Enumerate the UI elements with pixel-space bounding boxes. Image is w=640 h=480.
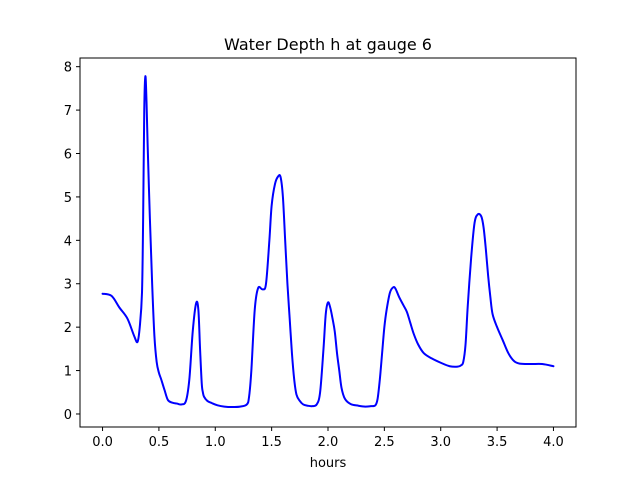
chart-title: Water Depth h at gauge 6 <box>224 35 432 54</box>
y-tick-label: 7 <box>64 104 72 119</box>
plot-area <box>101 75 555 409</box>
x-tick-label: 3.0 <box>430 435 451 450</box>
x-tick-label: 0.0 <box>92 435 113 450</box>
x-tick-label: 0.5 <box>149 435 170 450</box>
y-axis: 0 1 2 3 4 5 6 7 8 <box>64 61 80 423</box>
y-tick-label: 3 <box>64 278 72 293</box>
y-tick-label: 5 <box>64 191 72 206</box>
x-tick-label: 3.5 <box>487 435 508 450</box>
x-tick-label: 4.0 <box>543 435 564 450</box>
x-tick-label: 1.5 <box>261 435 282 450</box>
y-tick-label: 2 <box>64 321 72 336</box>
y-tick-label: 8 <box>64 61 72 76</box>
x-tick-label: 2.5 <box>374 435 395 450</box>
x-tick-label: 1.0 <box>205 435 226 450</box>
y-tick-label: 0 <box>64 408 72 423</box>
y-tick-label: 6 <box>64 148 72 163</box>
y-tick-label: 4 <box>64 234 72 249</box>
x-axis-label: hours <box>310 456 347 471</box>
x-axis: 0.0 0.5 1.0 1.5 2.0 2.5 3.0 3.5 4.0 <box>92 427 564 450</box>
water-depth-line <box>101 75 555 409</box>
x-tick-label: 2.0 <box>318 435 339 450</box>
y-tick-label: 1 <box>64 365 72 380</box>
